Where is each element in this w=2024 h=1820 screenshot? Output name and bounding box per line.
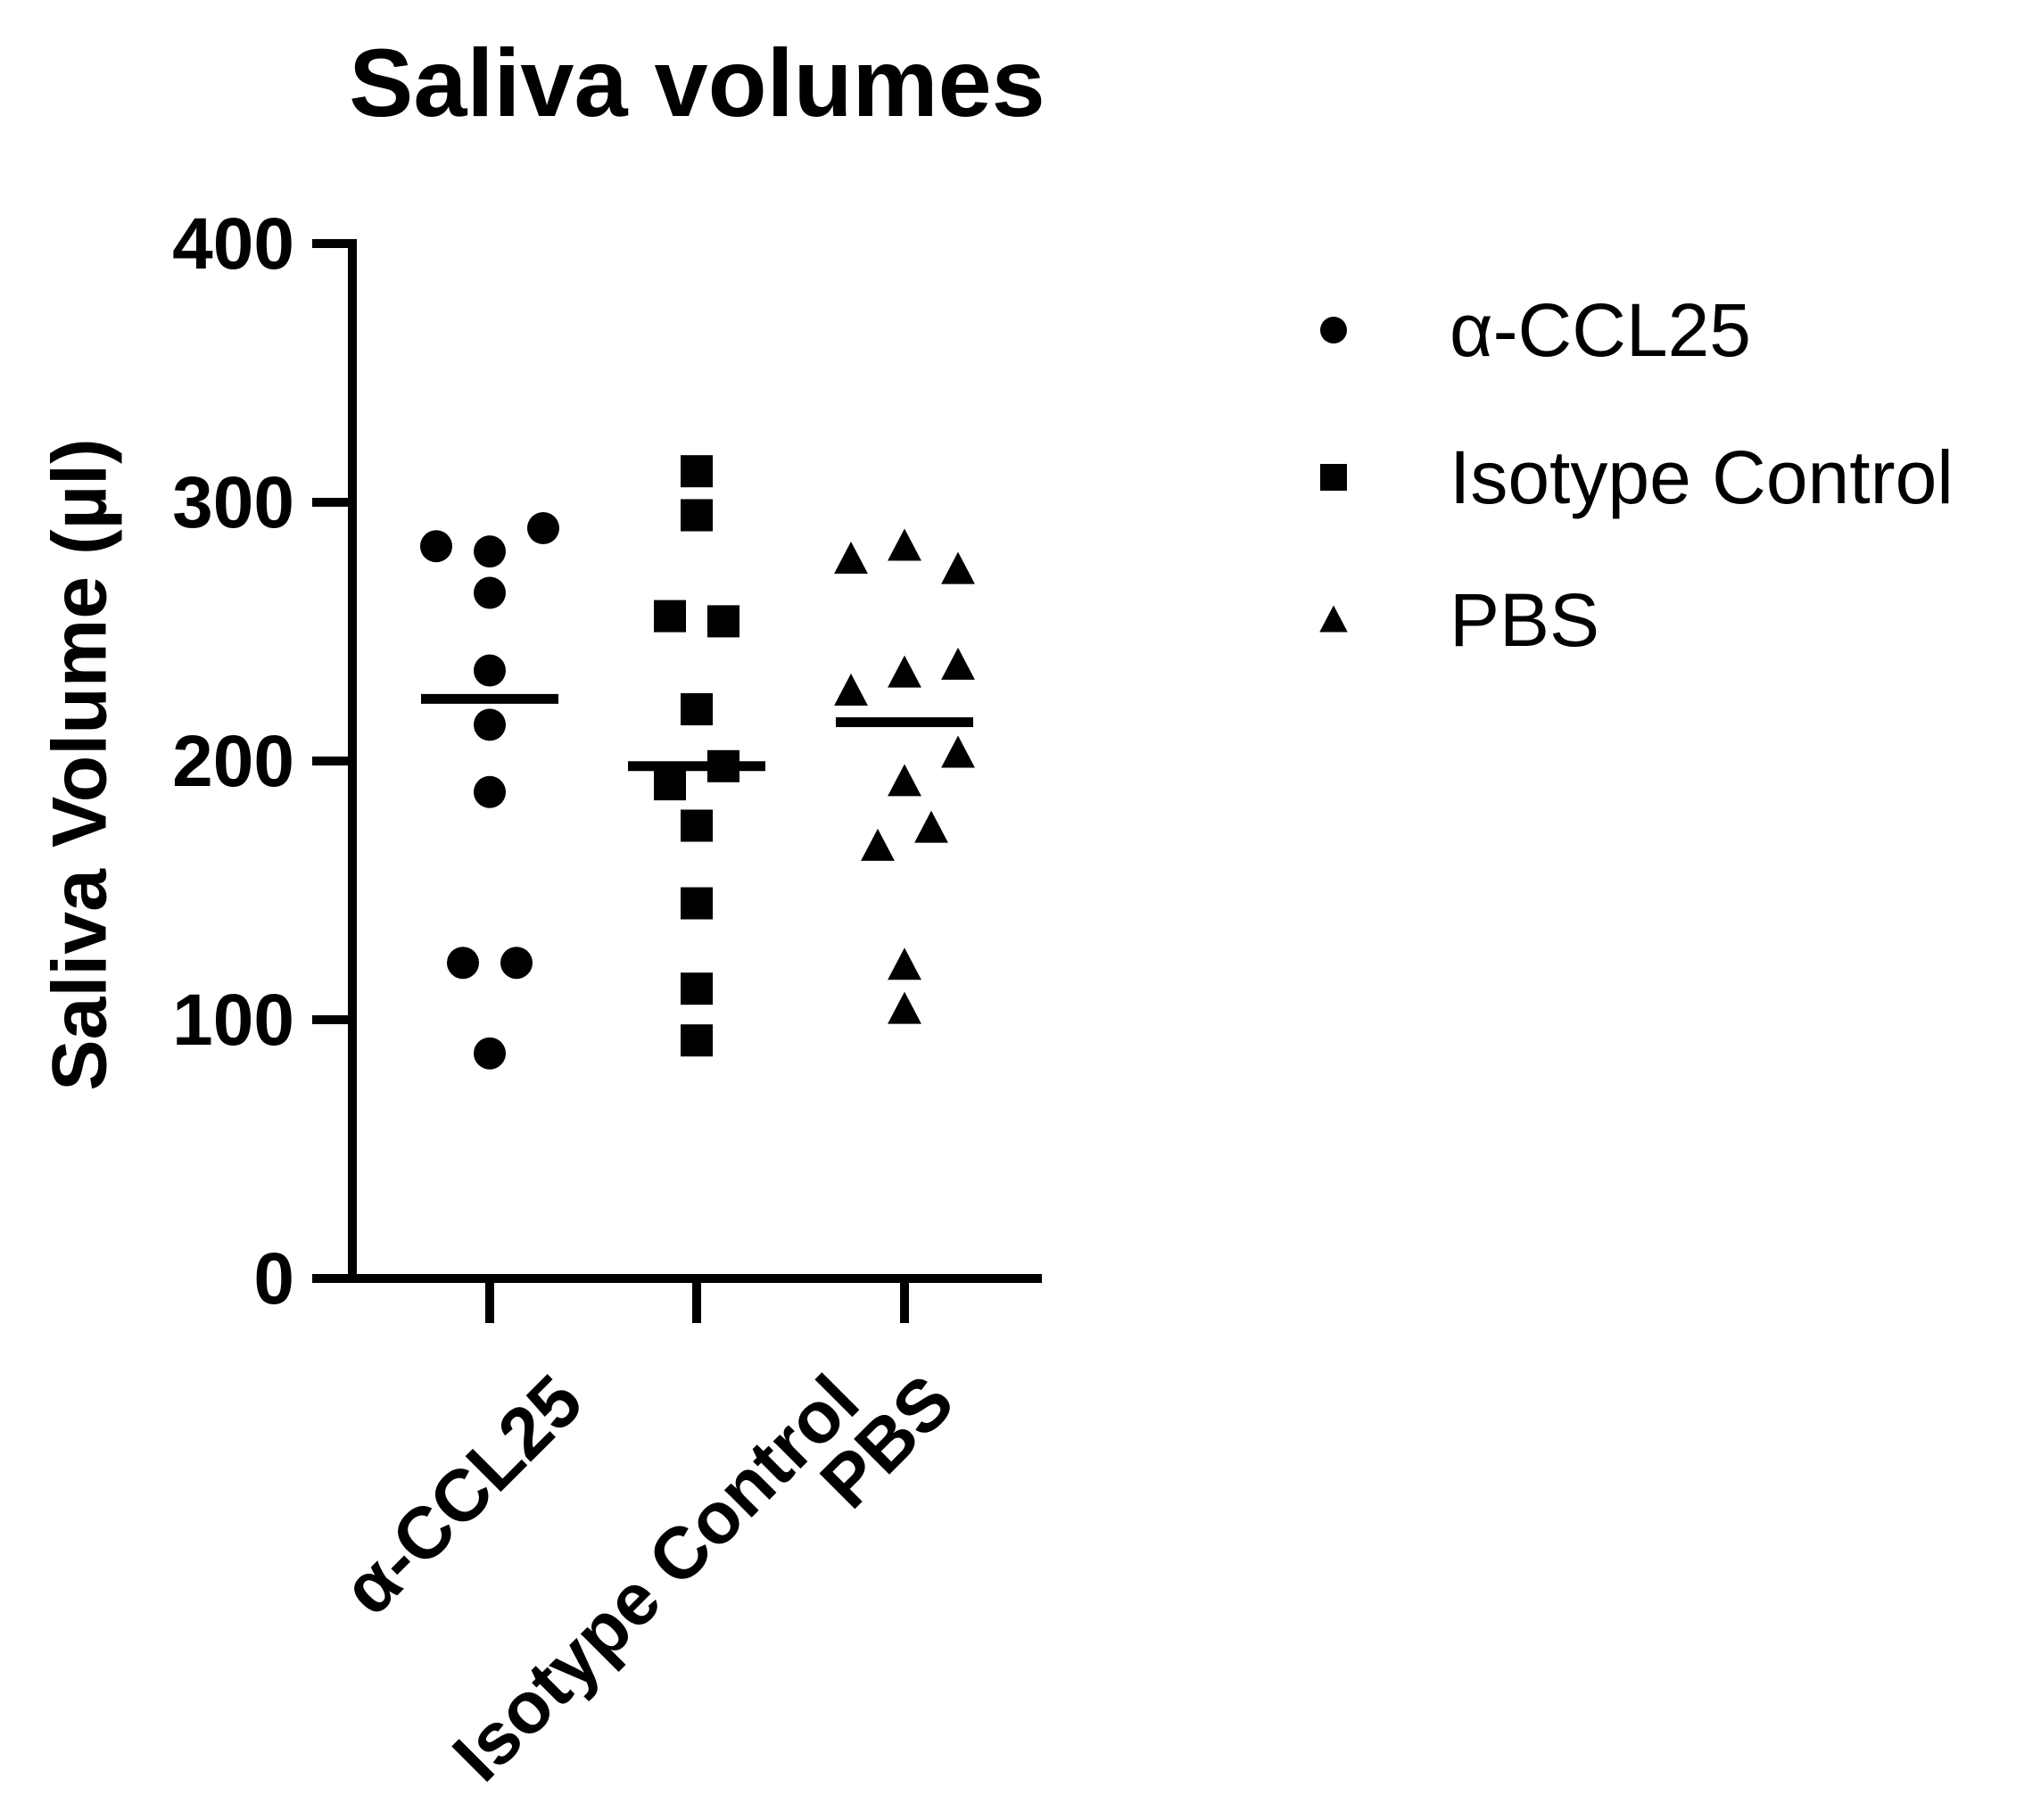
circle-data-point — [474, 576, 506, 609]
square-legend-marker — [1320, 464, 1347, 491]
square-data-point — [681, 1024, 713, 1057]
square-data-point — [681, 972, 713, 1005]
circle-data-point — [420, 530, 452, 563]
legend-item: Isotype Control — [1302, 433, 1954, 522]
y-tick-label: 0 — [253, 1238, 294, 1320]
legend-item: α-CCL25 — [1302, 285, 1751, 375]
circle-data-point — [474, 775, 506, 808]
triangle-data-point — [834, 673, 868, 706]
triangle-data-point — [914, 810, 948, 843]
square-data-point — [681, 887, 713, 920]
circle-data-point — [474, 708, 506, 741]
triangle-data-point — [941, 647, 975, 680]
data-points — [420, 455, 975, 1070]
circle-data-point — [474, 535, 506, 568]
circle-data-point — [527, 512, 559, 544]
triangle-data-point — [888, 764, 921, 797]
y-tick-label: 300 — [172, 462, 294, 543]
triangle-data-point — [888, 991, 921, 1024]
triangle-data-point — [941, 551, 975, 584]
y-tick-label: 100 — [172, 980, 294, 1061]
triangle-data-point — [888, 947, 921, 980]
triangle-data-point — [861, 828, 895, 861]
circle-data-point — [474, 654, 506, 687]
circle-icon — [1302, 299, 1365, 361]
axes — [312, 239, 1042, 1323]
circle-legend-marker — [1320, 317, 1347, 343]
square-data-point — [681, 455, 713, 488]
square-icon — [1302, 446, 1365, 509]
circle-data-point — [474, 1037, 506, 1070]
legend-item: PBS — [1302, 575, 1599, 665]
y-tick-labels: 0 100 200 300 400 — [134, 0, 294, 1820]
square-data-point — [707, 605, 739, 638]
y-tick-label: 200 — [172, 721, 294, 802]
median-lines — [421, 693, 973, 772]
square-data-point — [681, 809, 713, 842]
triangle-icon — [1302, 589, 1365, 651]
y-tick-label: 400 — [172, 203, 294, 285]
square-data-point — [681, 693, 713, 725]
legend-label: α-CCL25 — [1450, 287, 1752, 372]
triangle-data-point — [888, 655, 921, 688]
circle-data-point — [500, 947, 533, 980]
triangle-legend-marker — [1319, 605, 1348, 633]
triangle-data-point — [834, 542, 868, 574]
square-data-point — [654, 600, 686, 633]
square-data-point — [654, 768, 686, 801]
circle-data-point — [447, 947, 479, 980]
square-data-point — [681, 499, 713, 532]
legend-label: Isotype Control — [1450, 434, 1954, 519]
legend-label: PBS — [1450, 577, 1600, 662]
chart-title: Saliva volumes — [349, 29, 1045, 136]
triangle-data-point — [888, 528, 921, 561]
triangle-data-point — [941, 735, 975, 768]
